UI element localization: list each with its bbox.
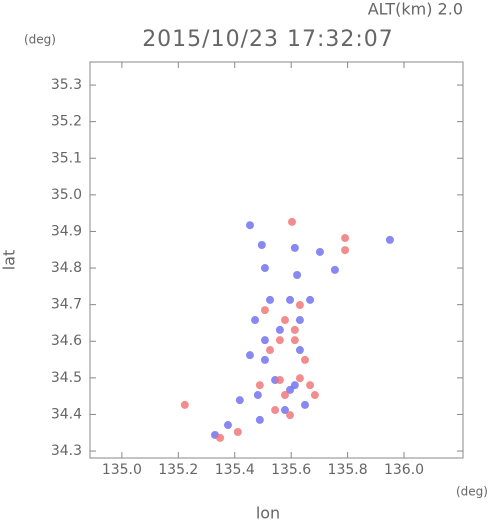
y-tick-label: 34.4 — [51, 406, 82, 422]
echo-point — [286, 295, 295, 304]
echo-point — [180, 400, 189, 409]
echo-point — [290, 336, 299, 345]
x-tick-label: 136.0 — [384, 462, 424, 478]
echo-point — [245, 221, 254, 230]
echo-point — [300, 400, 309, 409]
y-tick-label: 34.3 — [51, 443, 82, 459]
y-tick-label: 34.5 — [51, 370, 82, 386]
x-unit: (deg) — [456, 485, 488, 499]
echo-point — [275, 336, 284, 345]
altitude-label: ALT(km) 2.0 — [368, 0, 463, 19]
echo-point — [271, 406, 280, 415]
echo-point — [300, 355, 309, 364]
y-tick-label: 34.6 — [51, 333, 82, 349]
echo-point — [251, 316, 260, 325]
echo-point — [275, 376, 284, 385]
echo-point — [253, 391, 262, 400]
x-tick-label: 135.0 — [102, 462, 142, 478]
echo-point — [260, 355, 269, 364]
echo-point — [223, 421, 232, 430]
echo-point — [290, 325, 299, 334]
x-tick-label: 135.6 — [271, 462, 311, 478]
x-tick-label: 135.2 — [158, 462, 198, 478]
echo-point — [260, 336, 269, 345]
echo-point — [233, 428, 242, 437]
echo-point — [315, 247, 324, 256]
echo-point — [257, 240, 266, 249]
echo-point — [275, 325, 284, 334]
echo-point — [280, 406, 289, 415]
echo-point — [245, 351, 254, 360]
y-tick-label: 35.2 — [51, 114, 82, 130]
chart-title: 2015/10/23 17:32:07 — [142, 27, 394, 52]
echo-point — [290, 243, 299, 252]
echo-point — [260, 264, 269, 273]
echo-point — [341, 234, 350, 243]
echo-point — [280, 316, 289, 325]
y-tick-label: 35.1 — [51, 150, 82, 166]
echo-point — [216, 433, 225, 442]
echo-point — [286, 411, 295, 420]
echo-point — [235, 396, 244, 405]
y-unit: (deg) — [24, 33, 56, 47]
echo-point — [310, 391, 319, 400]
echo-point — [295, 301, 304, 310]
echo-point — [266, 295, 275, 304]
echo-point — [306, 381, 315, 390]
y-axis-label: lat — [0, 250, 19, 271]
x-tick-label: 135.8 — [328, 462, 368, 478]
echo-point — [260, 306, 269, 315]
echo-point — [266, 346, 275, 355]
echo-point — [295, 316, 304, 325]
echo-point — [280, 391, 289, 400]
y-tick-label: 35.3 — [51, 77, 82, 93]
echo-point — [255, 381, 264, 390]
echo-point — [295, 346, 304, 355]
echo-point — [293, 271, 302, 280]
plot-frame — [89, 61, 464, 459]
echo-point — [341, 246, 350, 255]
echo-point — [295, 374, 304, 383]
y-tick-label: 34.7 — [51, 297, 82, 313]
echo-point — [286, 385, 295, 394]
echo-point — [255, 415, 264, 424]
y-tick-label: 34.9 — [51, 223, 82, 239]
echo-point — [330, 265, 339, 274]
echo-point — [306, 295, 315, 304]
y-tick-label: 35.0 — [51, 187, 82, 203]
echo-point — [385, 235, 394, 244]
y-tick-label: 34.8 — [51, 260, 82, 276]
x-tick-label: 135.4 — [215, 462, 255, 478]
echo-point — [288, 217, 297, 226]
x-axis-label: lon — [256, 504, 280, 521]
